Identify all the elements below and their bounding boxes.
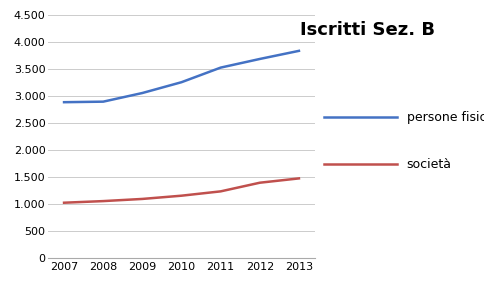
Text: società: società <box>407 158 452 171</box>
Text: Iscritti Sez. B: Iscritti Sez. B <box>301 21 435 38</box>
Text: persone fisiche: persone fisiche <box>407 111 484 124</box>
